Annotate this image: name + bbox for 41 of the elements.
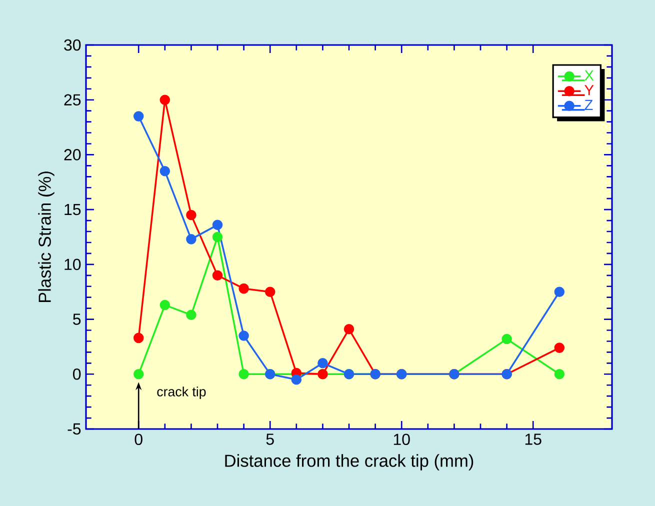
point bbox=[554, 286, 565, 297]
point bbox=[291, 374, 302, 385]
point bbox=[238, 330, 249, 341]
x-tick-label: 0 bbox=[134, 434, 142, 446]
y-tick-label: 25 bbox=[64, 94, 81, 106]
point bbox=[238, 369, 249, 380]
x-axis-title: Distance from the crack tip (mm) bbox=[225, 454, 474, 470]
x-tick-label: 10 bbox=[394, 434, 410, 446]
y-tick-label: -5 bbox=[68, 423, 81, 435]
legend-label: X bbox=[584, 70, 594, 80]
point bbox=[502, 334, 512, 344]
point bbox=[212, 232, 223, 242]
x-tick-label: 15 bbox=[525, 434, 542, 445]
point bbox=[186, 234, 196, 244]
y-tick-label: 15 bbox=[64, 204, 81, 216]
point bbox=[160, 166, 170, 176]
point bbox=[318, 358, 328, 368]
legend-label: Z bbox=[584, 100, 593, 110]
point bbox=[554, 369, 565, 380]
x-tick-label: 5 bbox=[266, 434, 274, 445]
y-tick-label: 20 bbox=[64, 149, 81, 160]
y-tick-label: 0 bbox=[73, 368, 81, 380]
point bbox=[344, 324, 354, 334]
point bbox=[133, 111, 144, 122]
y-tick-label: 30 bbox=[64, 39, 81, 51]
point bbox=[133, 332, 144, 344]
point bbox=[264, 286, 276, 297]
point bbox=[186, 210, 196, 220]
legend-label: Y bbox=[584, 85, 594, 96]
point bbox=[212, 270, 223, 281]
point bbox=[186, 310, 196, 320]
point bbox=[160, 300, 170, 310]
y-axis-title: Plastic Strain (%) bbox=[38, 172, 54, 302]
point bbox=[160, 94, 170, 105]
y-tick-label: 5 bbox=[73, 314, 81, 325]
point bbox=[133, 369, 144, 380]
point bbox=[554, 342, 565, 353]
point bbox=[212, 220, 223, 230]
y-tick-label: 10 bbox=[64, 258, 81, 270]
point bbox=[238, 283, 249, 294]
annotation: crack tip bbox=[157, 386, 206, 400]
